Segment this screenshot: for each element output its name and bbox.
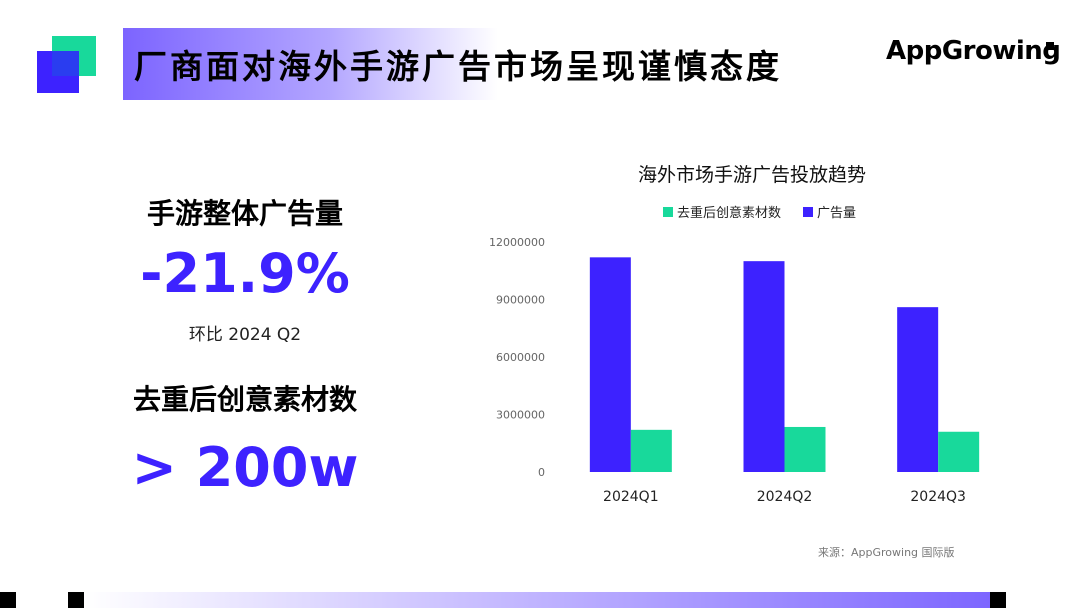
creative-count-label: 去重后创意素材数 [132,383,357,416]
source-note: 来源：AppGrowing 国际版 [818,546,955,559]
bar-creative-count [938,431,980,472]
ad-volume-comparison: 环比 2024 Q2 [188,325,302,345]
chart-legend: 去重后创意素材数 广告量 [663,205,856,221]
logo-square-mark [1046,42,1054,50]
legend-label: 广告量 [817,206,856,221]
x-tick-label: 2024Q3 [910,489,966,505]
legend-swatch [663,207,673,217]
bar-ad-volume [897,307,939,472]
footer-corner-block [990,592,1006,608]
bar-creative-count [784,426,826,472]
footer-corner-block [68,592,84,608]
ad-trend-bar-chart: 海外市场手游广告投放趋势 去重后创意素材数 广告量 0 3000000 6000000… [489,164,980,505]
y-tick-label: 3000000 [496,409,545,422]
ad-volume-value: -21.9% [140,242,350,305]
y-axis: 0 3000000 6000000 9000000 12000000 [489,236,545,479]
creative-count-value: > 200w [131,436,359,499]
y-tick-label: 0 [538,466,545,479]
y-tick-label: 9000000 [496,294,545,307]
title-bar-background [123,28,498,100]
legend-swatch [803,207,813,217]
legend-label: 去重后创意素材数 [677,205,781,221]
chart-bars [589,257,980,472]
brand-logo: AppGrowing [886,36,1061,66]
x-axis: 2024Q1 2024Q2 2024Q3 [603,489,966,505]
bar-ad-volume [589,257,631,472]
bar-creative-count [630,429,672,472]
x-tick-label: 2024Q1 [603,489,659,505]
footer-corner-block [0,592,16,608]
bar-ad-volume [743,261,785,472]
x-tick-label: 2024Q2 [757,489,813,505]
footer-gradient-bar [84,592,990,608]
page-title: 厂商面对海外手游广告市场呈现谨慎态度 [134,47,782,86]
y-tick-label: 12000000 [489,236,545,249]
chart-title: 海外市场手游广告投放趋势 [638,164,866,186]
y-tick-label: 6000000 [496,351,545,364]
ad-volume-label: 手游整体广告量 [146,197,343,230]
decor-overlap-square [52,51,79,76]
